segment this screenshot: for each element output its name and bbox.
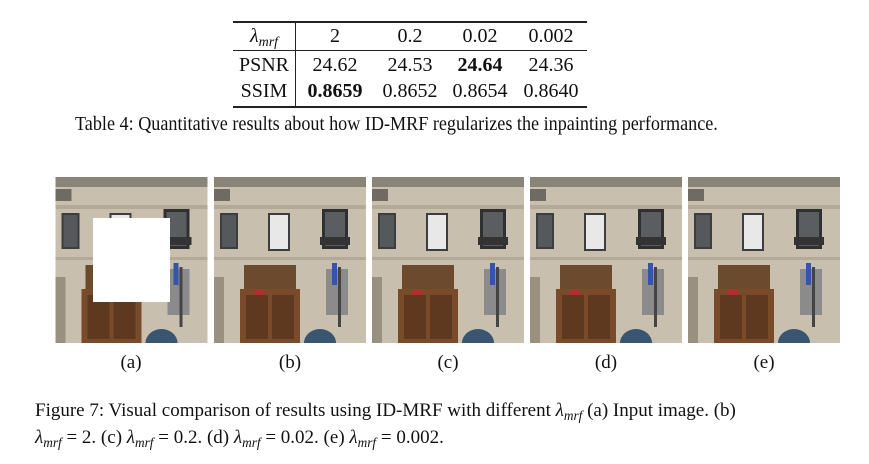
- text: = 0.02. (e): [260, 427, 350, 448]
- header-cell: 0.002: [515, 23, 587, 49]
- table-col-rule: [295, 22, 296, 106]
- text: 0.2: [397, 25, 423, 47]
- math-symbol: λ: [349, 427, 358, 448]
- math-subscript: mrf: [563, 407, 583, 423]
- header-cell: 0.2: [375, 23, 445, 49]
- text: Figure 7: Visual comparison of results u…: [35, 400, 556, 421]
- math: λmrf: [349, 427, 377, 450]
- table-cell: 0.8659: [307, 80, 363, 102]
- math-subscript: mrf: [357, 434, 377, 450]
- math: λmrf: [555, 400, 583, 423]
- math-subscript: mrf: [258, 35, 279, 51]
- text: 0.02: [462, 25, 498, 47]
- table-cell: 24.53: [387, 54, 433, 76]
- math-symbol: λ: [35, 427, 44, 448]
- text: = 2. (c): [61, 427, 127, 448]
- panel-label: (c): [437, 352, 459, 373]
- image-b: [214, 177, 366, 343]
- header-cell: λmrf: [233, 23, 295, 56]
- math-symbol: λ: [233, 427, 243, 448]
- table-top-rule: [233, 21, 587, 23]
- math-symbol: λ: [555, 400, 564, 421]
- math: λmrf: [233, 427, 261, 450]
- table-cell: 24.36: [528, 54, 574, 76]
- image-c: [372, 177, 524, 343]
- figure-caption-line: λmrf = 2. (c) λmrf = 0.2. (d) λmrf = 0.0…: [35, 427, 444, 451]
- math: λmrf: [126, 427, 154, 450]
- math: λmrf: [35, 427, 62, 450]
- image-d: [530, 177, 682, 343]
- math-subscript: mrf: [135, 434, 154, 450]
- text: 0.002: [528, 25, 574, 47]
- text: (a) Input image. (b): [582, 400, 736, 421]
- table-cell: 0.8640: [523, 80, 579, 102]
- table-cell: 0.8654: [452, 80, 508, 102]
- math-subscript: mrf: [242, 434, 261, 450]
- math-symbol: λ: [249, 25, 259, 47]
- header-cell: 2: [295, 23, 375, 49]
- text: = 0.002.: [376, 427, 444, 448]
- figure-caption-line: Figure 7: Visual comparison of results u…: [35, 400, 736, 424]
- panel-label: (e): [753, 352, 775, 373]
- table-mid-rule: [233, 50, 587, 51]
- panel-label: (b): [278, 352, 302, 373]
- inpainting-mask: [93, 218, 170, 302]
- header-cell: 0.02: [445, 23, 515, 49]
- table-cell: 24.62: [312, 54, 358, 76]
- image-e: [688, 177, 840, 343]
- table-cell: 24.64: [457, 54, 503, 76]
- math-symbol: λ: [126, 427, 136, 448]
- table-caption: Table 4: Quantitative results about how …: [75, 114, 718, 135]
- row-label: SSIM: [240, 80, 288, 102]
- panel-label: (d): [594, 352, 618, 373]
- text: 2: [330, 25, 340, 47]
- math: λmrf: [249, 25, 279, 51]
- math-subscript: mrf: [43, 434, 62, 450]
- table-cell: 0.8652: [382, 80, 438, 102]
- text: = 0.2. (d): [153, 427, 234, 448]
- panel-label: (a): [120, 352, 142, 373]
- row-label: PSNR: [238, 54, 290, 76]
- table-bottom-rule: [233, 106, 587, 108]
